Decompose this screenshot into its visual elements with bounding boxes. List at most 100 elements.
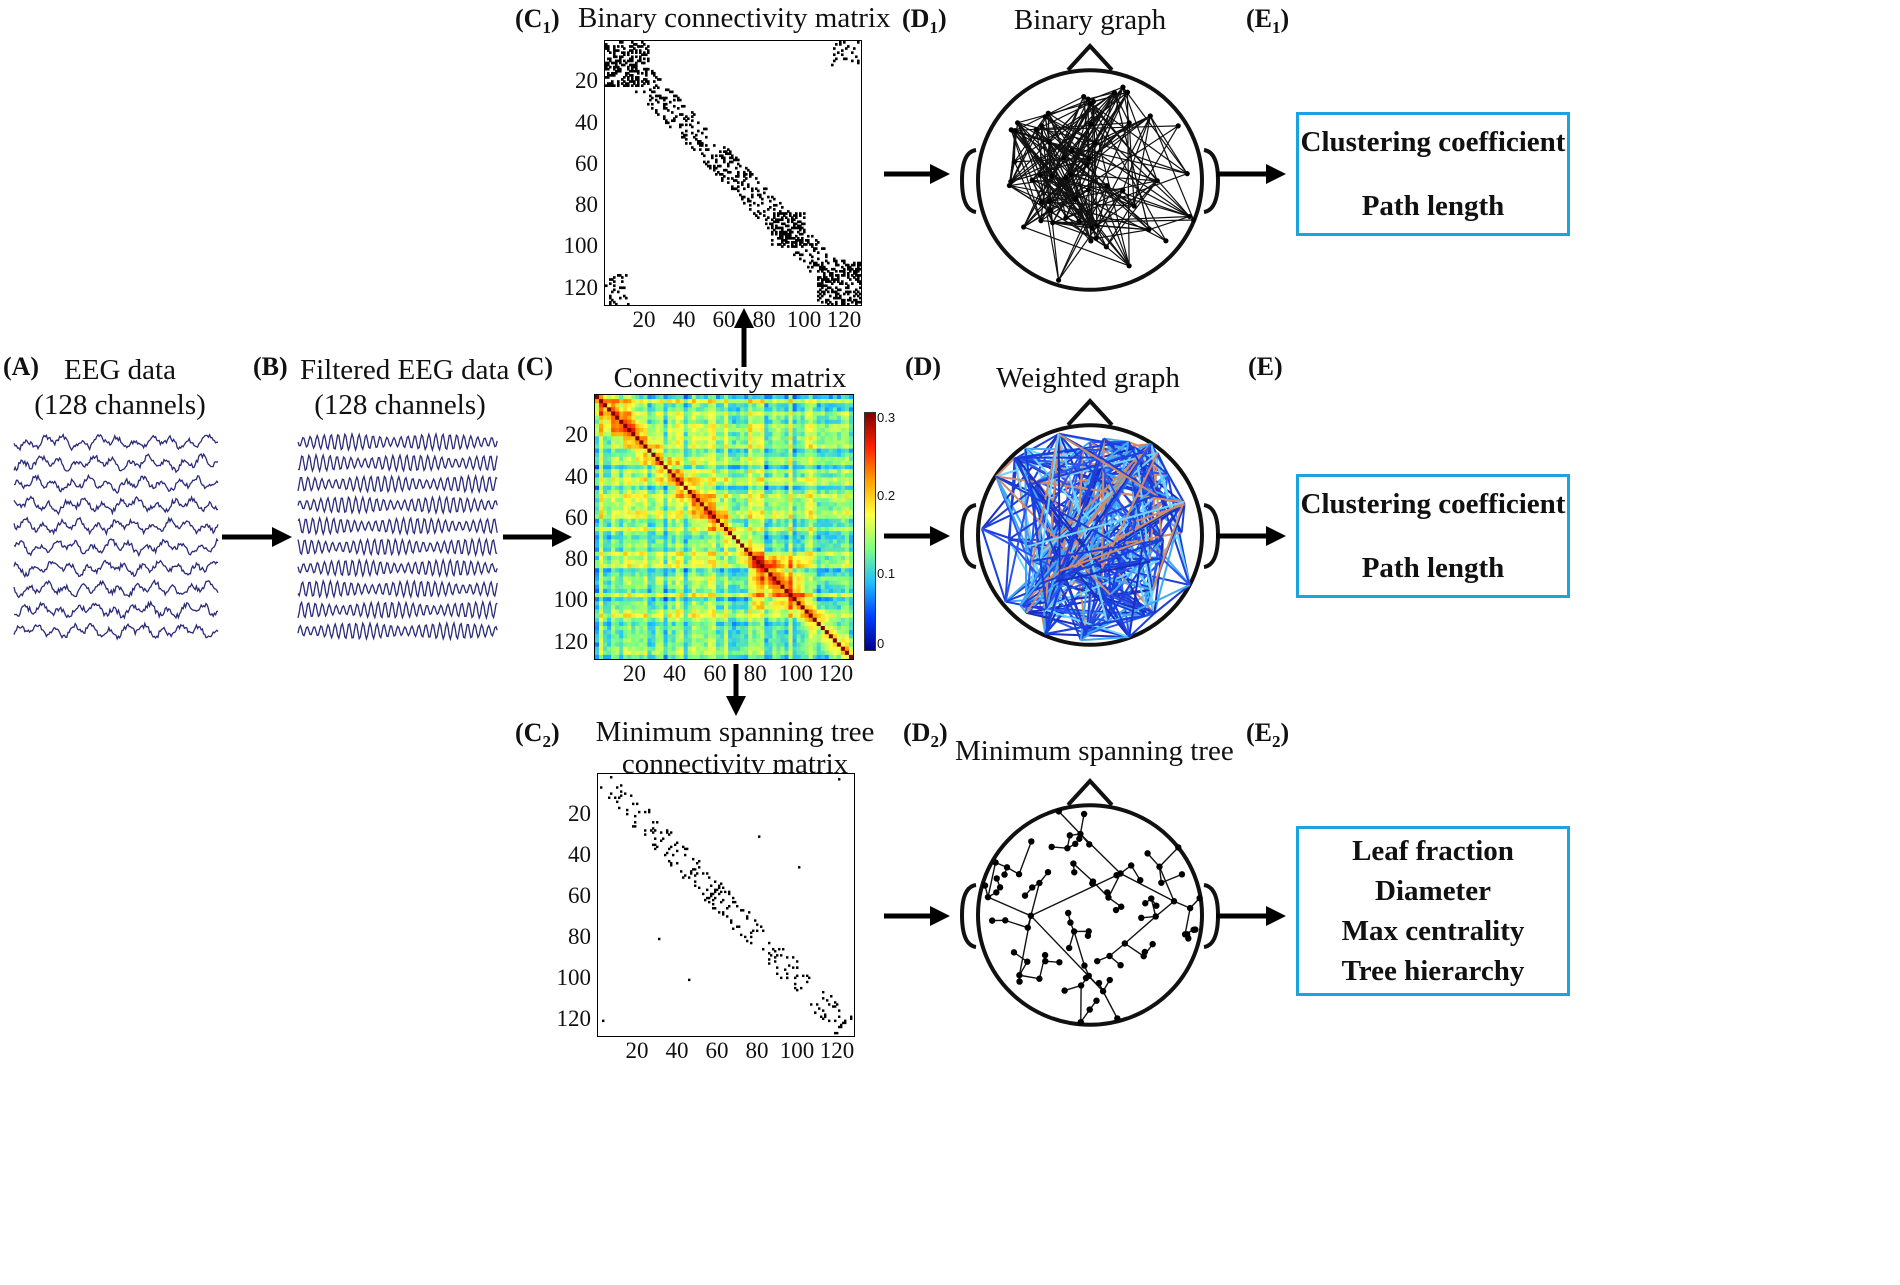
measure-clustering-coefficient: Clustering coefficient <box>1300 126 1566 158</box>
y-tick-label: 60 <box>575 150 598 176</box>
graph-node <box>1141 948 1149 956</box>
graph-node <box>1045 110 1051 116</box>
measure-max-centrality: Max centrality <box>1341 915 1525 947</box>
x-tick-label: 40 <box>665 1038 689 1063</box>
graph-node <box>1094 223 1100 229</box>
graph-node <box>1039 123 1045 129</box>
x-tick-label: 100 <box>778 661 813 686</box>
graph-node <box>1103 244 1109 250</box>
x-tick-label: 20 <box>625 1038 649 1063</box>
graph-node <box>1046 198 1053 204</box>
graph-node <box>1085 96 1091 102</box>
graph-node <box>984 893 992 901</box>
graph-node <box>1046 138 1052 145</box>
graph-node <box>988 917 996 924</box>
graph-node <box>1061 987 1068 994</box>
weighted-graph-title: Weighted graph <box>996 362 1180 394</box>
graph-node <box>1175 123 1181 129</box>
graph-node <box>993 875 1000 882</box>
graph-node <box>1104 182 1110 189</box>
graph-node <box>1029 884 1036 891</box>
y-tick-label: 40 <box>568 841 591 867</box>
graph-node <box>1093 235 1099 241</box>
x-tick-label: 40 <box>672 307 696 332</box>
weighted-measures-box: Clustering coefficient Path length <box>1296 474 1570 598</box>
eeg-channel-trace <box>297 452 498 474</box>
arrow-d1-to-e1-icon <box>1216 164 1286 184</box>
mst-measures-box: Leaf fraction Diameter Max centrality Tr… <box>1296 826 1570 996</box>
arrow-a-to-b-icon <box>222 527 292 547</box>
graph-node <box>1196 894 1203 902</box>
panel-label-c2: (C2) <box>515 718 560 752</box>
graph-node <box>1077 830 1084 838</box>
eeg-title-line2: (128 channels) <box>34 389 206 421</box>
graph-node <box>1144 850 1151 857</box>
arrow-c-to-c2-icon <box>726 664 746 716</box>
graph-node <box>1186 213 1193 220</box>
graph-node <box>1077 982 1085 989</box>
arrow-c2-to-d2-icon <box>884 906 950 926</box>
panel-label-e1: (E1) <box>1246 4 1290 38</box>
graph-node <box>1154 178 1160 184</box>
x-tick-label: 60 <box>703 661 727 686</box>
graph-node <box>1093 997 1100 1004</box>
graph-node <box>1131 203 1137 209</box>
mst-cells <box>600 776 853 1035</box>
graph-node <box>1111 89 1118 96</box>
graph-node <box>1016 972 1023 979</box>
graph-node <box>1069 148 1075 154</box>
mst-connectivity-matrix <box>597 773 855 1037</box>
panel-label-d2: (D2) <box>903 718 948 752</box>
graph-node <box>1042 114 1048 120</box>
eeg-channel-trace <box>297 578 498 600</box>
graph-node <box>1067 919 1074 926</box>
measure-clustering-coefficient: Clustering coefficient <box>1300 488 1566 520</box>
binary-graph <box>959 43 1221 292</box>
graph-node <box>1021 892 1029 899</box>
graph-node <box>1190 217 1197 223</box>
graph-node <box>1112 906 1120 914</box>
binary-graph-title: Binary graph <box>1013 4 1167 36</box>
graph-node <box>1077 1018 1084 1026</box>
graph-node <box>1088 238 1094 244</box>
graph-node <box>1105 894 1112 901</box>
graph-node <box>1120 84 1126 90</box>
y-tick-label: 40 <box>565 463 588 489</box>
eeg-channel-trace <box>13 537 219 558</box>
graph-node <box>1104 889 1111 896</box>
graph-node <box>1086 841 1093 848</box>
x-tick-label: 20 <box>632 307 656 332</box>
graph-node <box>1011 159 1018 165</box>
eeg-filtered-traces <box>297 431 498 642</box>
graph-node <box>1055 808 1062 815</box>
graph-node <box>1049 173 1055 179</box>
graph-node <box>1010 949 1018 956</box>
eeg-channel-trace <box>297 536 498 558</box>
graph-node <box>1106 976 1113 984</box>
graph-node <box>1008 178 1014 185</box>
x-tick-label: 80 <box>743 661 767 686</box>
graph-node <box>1126 263 1132 269</box>
graph-node <box>1170 898 1178 905</box>
eeg-channel-trace <box>13 621 219 641</box>
graph-node <box>1146 227 1152 233</box>
y-tick-label: 40 <box>575 109 598 135</box>
graph-node <box>1153 902 1160 909</box>
x-tick-label: 100 <box>779 1038 815 1063</box>
arrow-c-to-c1-icon <box>734 308 754 367</box>
connectivity-matrix <box>594 394 854 660</box>
x-tick-label: 40 <box>663 661 687 686</box>
graph-node <box>1028 838 1035 845</box>
graph-node <box>1118 903 1125 910</box>
graph-node <box>1127 862 1135 869</box>
panel-label-c: (C) <box>517 352 554 381</box>
graph-node <box>1073 195 1079 201</box>
graph-node <box>1027 912 1035 920</box>
graph-node <box>993 889 1000 896</box>
graph-node <box>1036 879 1043 887</box>
graph-node <box>1082 974 1090 982</box>
graph-node <box>1070 928 1078 935</box>
eeg-title-line1: EEG data <box>64 354 176 386</box>
graph-node <box>1092 139 1098 146</box>
